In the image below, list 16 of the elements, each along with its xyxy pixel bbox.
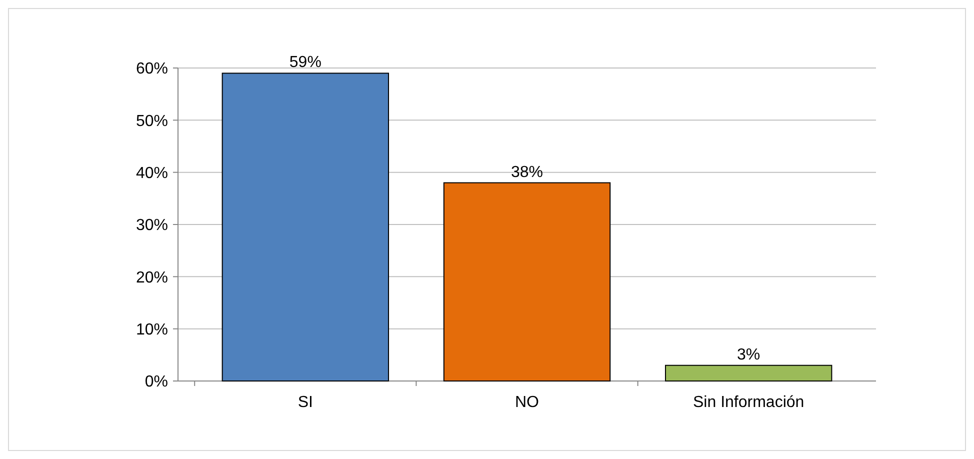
y-tick-label: 20% [136, 269, 168, 286]
y-tick-label: 50% [136, 112, 168, 130]
data-label: 38% [510, 164, 544, 181]
x-tick-label: NO [515, 394, 539, 411]
bar [443, 182, 611, 382]
data-label: 3% [737, 346, 760, 364]
x-tick-label: Sin Información [693, 394, 804, 411]
y-tick-label: 30% [136, 217, 168, 234]
y-tick-label: 0% [144, 374, 168, 391]
bar [222, 72, 390, 382]
bar [664, 364, 832, 382]
y-tick-label: 10% [136, 321, 168, 338]
data-label: 59% [289, 54, 322, 72]
y-tick-label: 60% [136, 60, 168, 78]
x-tick-label: SI [298, 394, 313, 411]
y-tick-label: 40% [136, 164, 168, 182]
